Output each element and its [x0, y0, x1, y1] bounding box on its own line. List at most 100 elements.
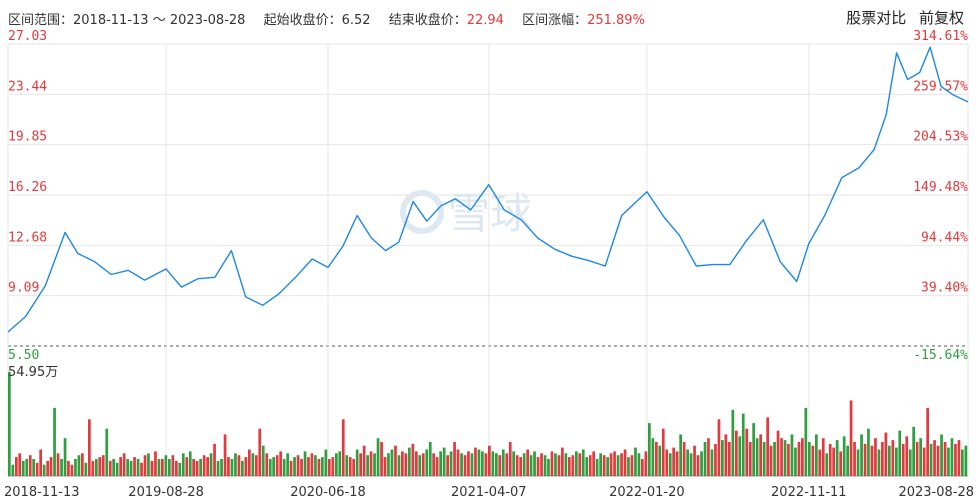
- volume-bar: [536, 457, 540, 476]
- volume-bar: [460, 453, 463, 476]
- volume-bar: [192, 459, 195, 476]
- volume-bar: [808, 442, 811, 476]
- volume-bar: [529, 455, 533, 476]
- volume-bar: [644, 451, 648, 476]
- volume-bar: [251, 453, 255, 476]
- volume-bar: [783, 440, 787, 476]
- y-tick-right: 204.53%: [913, 130, 968, 145]
- chart-actions: 股票对比 前复权: [838, 7, 964, 28]
- volume-bar: [557, 455, 561, 476]
- volume-bar: [881, 442, 884, 476]
- volume-bar: [408, 447, 411, 476]
- volume-bar: [147, 453, 150, 476]
- volume-bar: [206, 457, 209, 476]
- y-tick-right: -15.64%: [913, 348, 968, 363]
- volume-bar: [415, 451, 418, 476]
- volume-bar: [105, 428, 109, 476]
- volume-bar: [526, 449, 529, 476]
- volume-bar: [616, 455, 620, 476]
- volume-bar: [67, 460, 70, 476]
- volume-bar: [161, 459, 164, 476]
- volume-bar: [835, 440, 839, 476]
- volume-bar: [401, 451, 404, 476]
- volume-bar: [150, 460, 154, 476]
- volume-bar: [717, 419, 721, 476]
- volume-bar: [136, 459, 140, 476]
- volume-bar: [581, 449, 585, 476]
- volume-bar: [432, 453, 435, 476]
- watermark-logo: [400, 190, 444, 234]
- volume-bar: [366, 455, 369, 476]
- volume-bar: [915, 442, 919, 476]
- volume-bar: [498, 455, 502, 476]
- volume-bar: [188, 451, 192, 476]
- volume-bar: [721, 440, 724, 476]
- volume-bar: [731, 409, 735, 476]
- volume-bar: [700, 451, 703, 476]
- volume-bar: [49, 457, 53, 476]
- volume-bar: [888, 445, 891, 476]
- volume-bar: [404, 453, 408, 476]
- volume-bar: [481, 451, 484, 476]
- volume-bar: [613, 451, 616, 476]
- volume-bar: [369, 451, 373, 476]
- y-tick-left: 5.50: [8, 348, 39, 363]
- volume-bar: [738, 436, 742, 476]
- end-close-value: 22.94: [466, 13, 504, 28]
- volume-bar: [947, 447, 950, 476]
- volume-bar: [804, 407, 808, 476]
- volume-bar: [787, 443, 790, 476]
- volume-bar: [609, 453, 613, 476]
- volume-bar: [18, 453, 22, 476]
- volume-bar: [133, 457, 136, 476]
- volume-bar: [571, 455, 575, 476]
- volume-bar: [25, 459, 29, 476]
- y-tick-left: 9.09: [8, 281, 39, 296]
- volume-bar: [703, 442, 707, 476]
- volume-bar: [853, 442, 856, 476]
- volume-bar: [599, 453, 602, 476]
- y-tick-left: 12.68: [8, 230, 47, 245]
- volume-bar: [651, 438, 655, 476]
- volume-bar: [540, 453, 543, 476]
- volume-bar: [655, 442, 658, 476]
- volume-bar: [696, 455, 700, 476]
- y-tick-left: 16.26: [8, 180, 47, 195]
- stock-compare-button[interactable]: 股票对比: [846, 9, 907, 27]
- volume-bar: [32, 459, 35, 476]
- volume-bar: [449, 451, 453, 476]
- volume-bar: [202, 455, 206, 476]
- volume-bar: [710, 449, 714, 476]
- volume-bar: [668, 453, 672, 476]
- volume-bar: [707, 438, 710, 476]
- volume-bar: [255, 455, 258, 476]
- volume-bar: [216, 460, 220, 476]
- volume-bar: [35, 462, 39, 476]
- volume-bar: [905, 436, 909, 476]
- volume-bar: [846, 445, 849, 476]
- volume-bar: [554, 453, 557, 476]
- volume-bar: [550, 451, 554, 476]
- volume-bar: [588, 455, 592, 476]
- volume-bar: [289, 460, 293, 476]
- start-close-label: 起始收盘价：: [263, 13, 342, 28]
- volume-bar: [178, 462, 182, 476]
- volume-bar: [825, 453, 829, 476]
- volume-bar: [373, 453, 376, 476]
- volume-bar: [467, 451, 470, 476]
- volume-bar: [842, 436, 846, 476]
- start-date: 2018-11-13: [73, 13, 149, 28]
- chart-header: 区间范围：2018-11-13 ～ 2023-08-28 起始收盘价：6.52 …: [8, 9, 645, 28]
- volume-bar: [933, 440, 936, 476]
- volume-bar: [936, 445, 940, 476]
- volume-bar: [672, 447, 675, 476]
- volume-bar: [175, 460, 178, 476]
- volume-bar: [811, 445, 815, 476]
- volume-bar: [428, 442, 432, 476]
- volume-bar: [898, 430, 902, 476]
- volume-bar: [115, 462, 119, 476]
- volume-bar: [877, 449, 881, 476]
- end-date: 2023-08-28: [169, 13, 246, 28]
- forward-adjust-button[interactable]: 前复权: [918, 9, 964, 27]
